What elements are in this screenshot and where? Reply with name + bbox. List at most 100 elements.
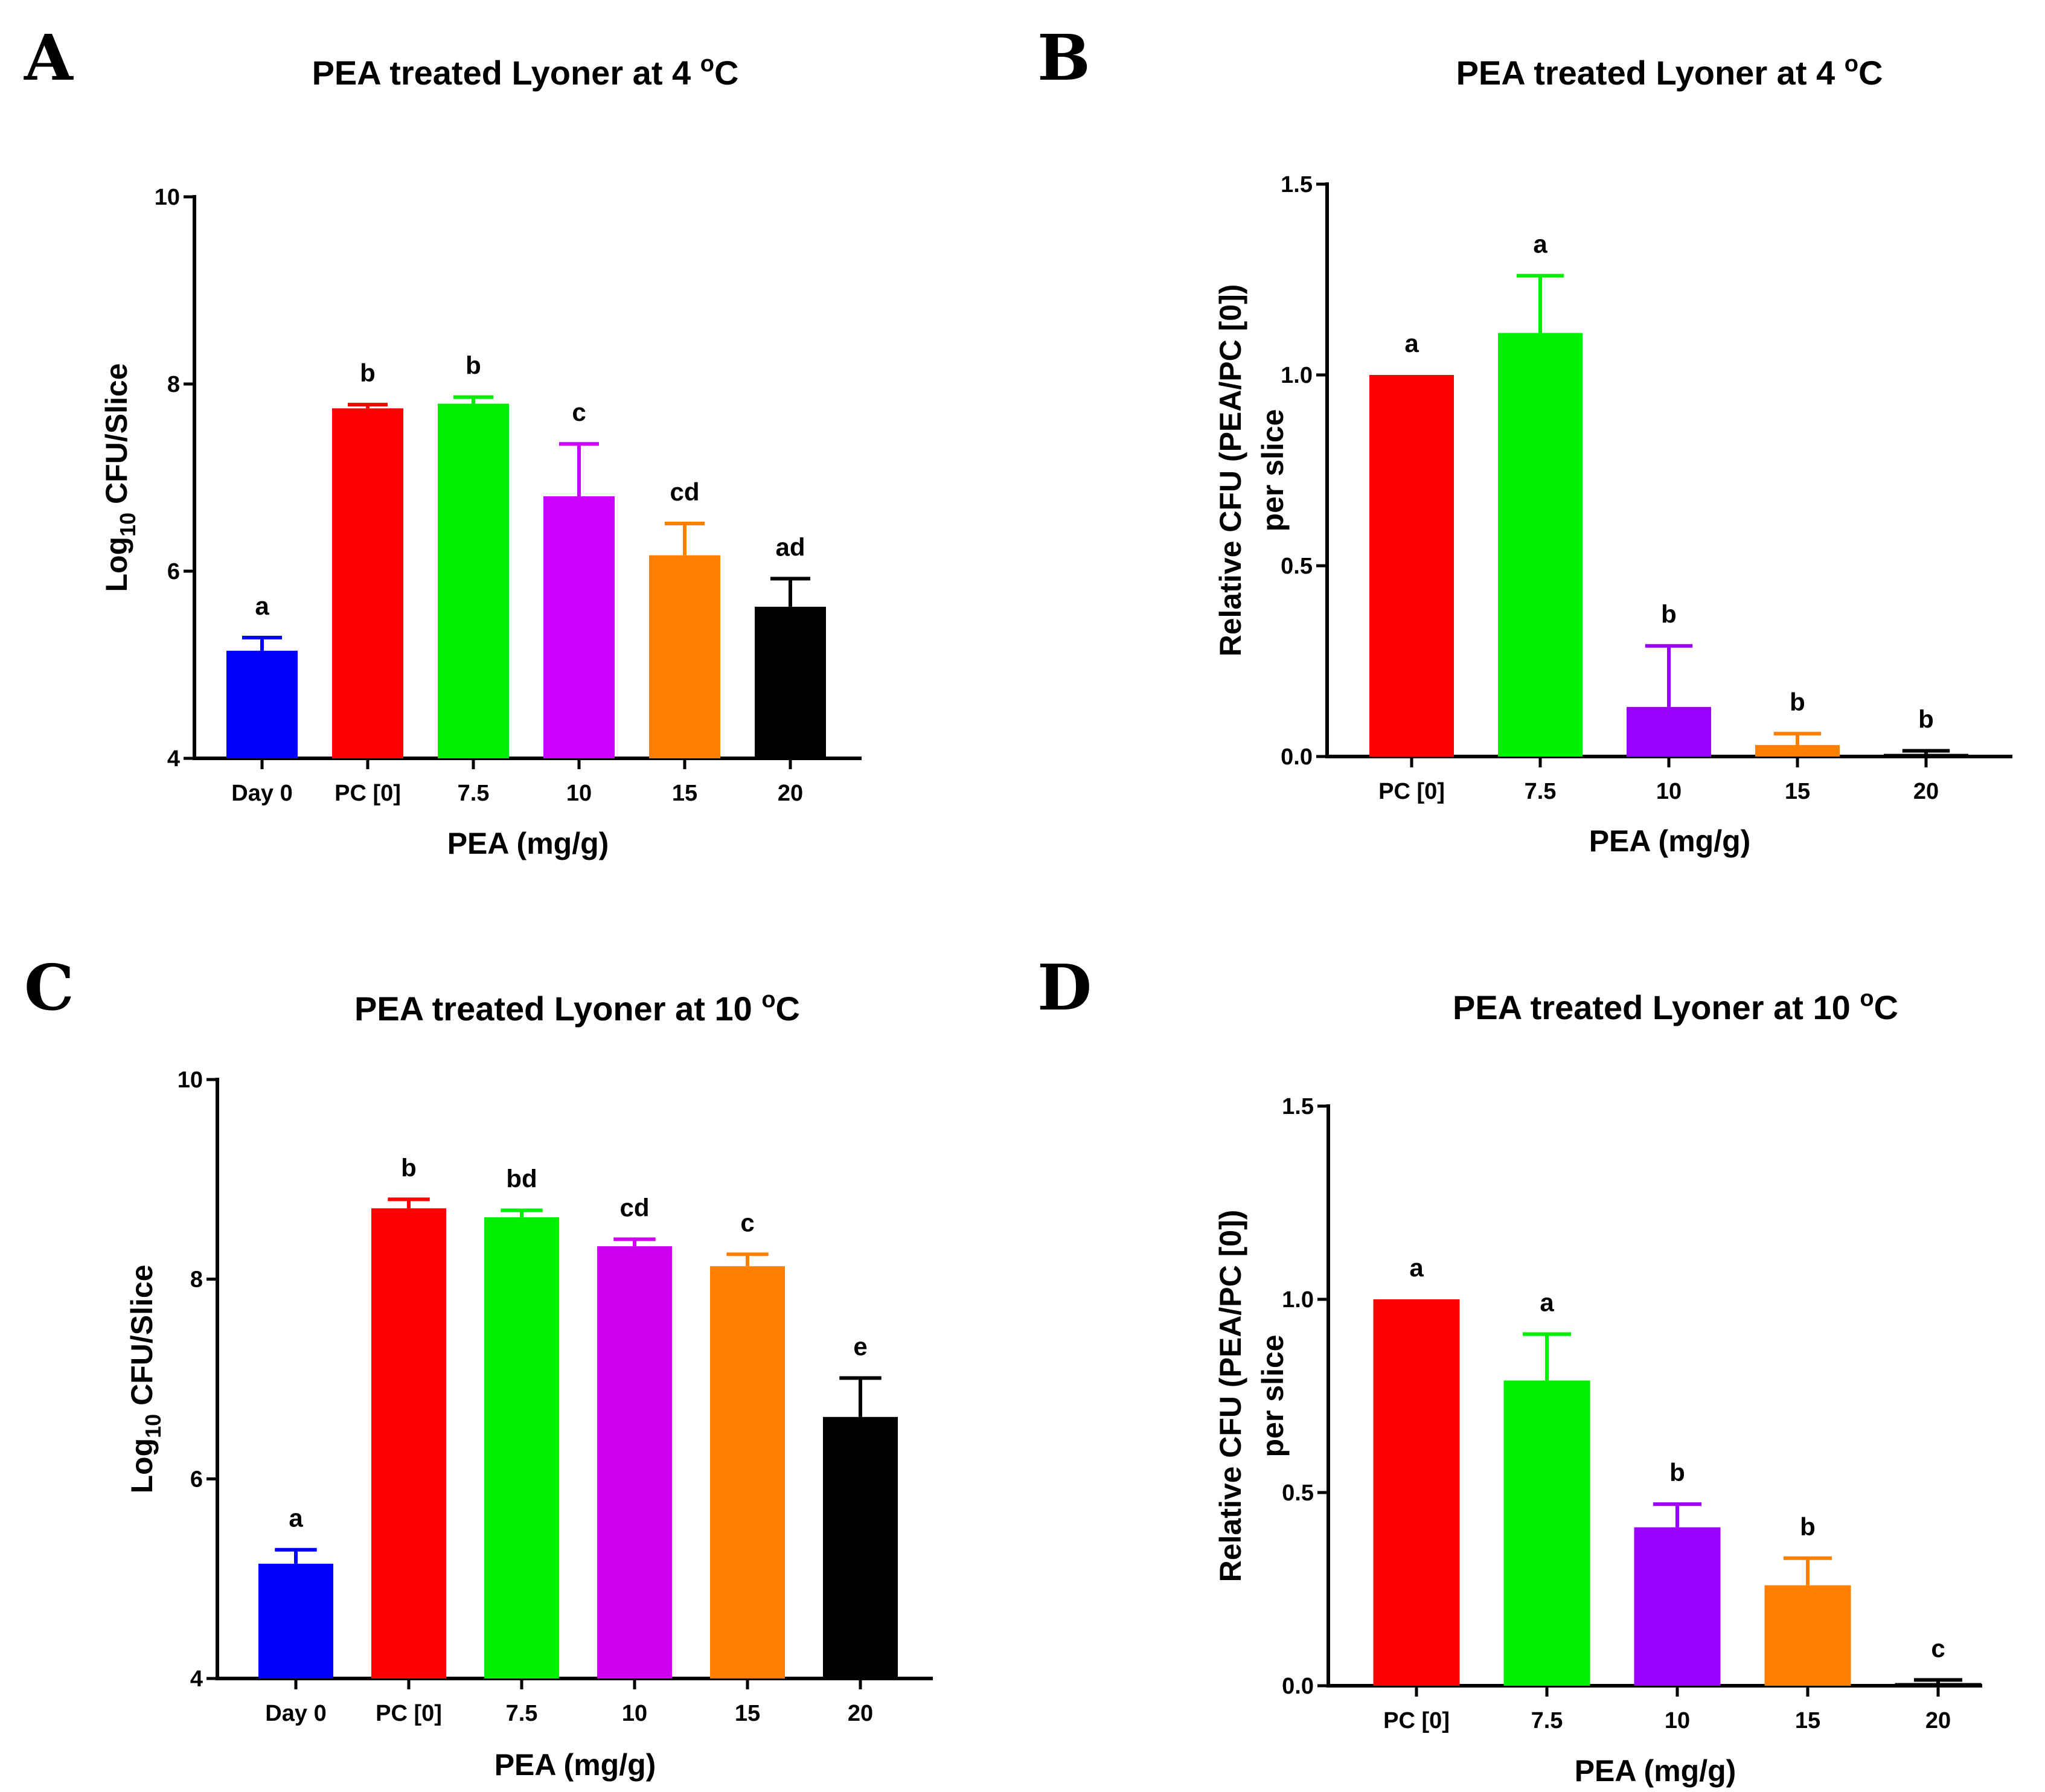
- bar: [484, 1217, 559, 1678]
- bar: [1764, 1585, 1851, 1686]
- significance-label: cd: [670, 478, 699, 506]
- bar-group: 7.5 a: [1503, 1288, 1590, 1733]
- x-tick-label: 7.5: [1525, 779, 1557, 804]
- x-axis-label: PEA (mg/g): [494, 1748, 656, 1782]
- bar: [755, 606, 826, 758]
- y-tick-label: 10: [178, 1067, 203, 1093]
- bar: [1884, 754, 1968, 757]
- title-superscript: o: [1860, 986, 1874, 1011]
- bar: [1627, 706, 1711, 757]
- bar: [371, 1208, 446, 1678]
- y-tick-label: 1.5: [1281, 172, 1313, 197]
- bar-group: 15 b: [1764, 1512, 1851, 1733]
- title-text: PEA treated Lyoner at 4: [1456, 54, 1845, 92]
- title-superscript: o: [761, 987, 775, 1013]
- y-axis-label-subscript: 10: [115, 513, 140, 537]
- x-tick-label: Day 0: [265, 1701, 326, 1726]
- bar: [1503, 1380, 1590, 1686]
- y-axis-label-log: Log: [125, 1438, 159, 1494]
- bar-group: 7.5 a: [1498, 230, 1583, 804]
- y-tick-label: 1.0: [1281, 363, 1313, 388]
- bar: [258, 1563, 333, 1678]
- panel-letter: A: [24, 21, 74, 95]
- bar: [438, 403, 509, 758]
- x-tick-label: 20: [848, 1701, 873, 1726]
- bar: [1895, 1683, 1982, 1686]
- x-tick-label: PC [0]: [1383, 1708, 1450, 1733]
- bar-group: 15 cd: [649, 478, 720, 806]
- y-axis-label-line2: per slice: [1256, 1335, 1290, 1458]
- significance-label: b: [1661, 600, 1677, 629]
- significance-label: a: [1533, 230, 1547, 258]
- bar-group: PC [0] b: [371, 1153, 446, 1726]
- y-tick-label: 10: [155, 185, 180, 210]
- y-axis-label: Log10 CFU/Slice: [100, 363, 140, 592]
- bar: [597, 1246, 672, 1678]
- y-tick-label: 4: [190, 1666, 203, 1692]
- x-tick-label: PC [0]: [376, 1701, 442, 1726]
- y-tick-label: 6: [167, 559, 180, 584]
- significance-label: a: [289, 1504, 303, 1532]
- x-axis-label: PEA (mg/g): [1589, 824, 1751, 858]
- x-tick-label: 7.5: [506, 1701, 538, 1726]
- title-text: PEA treated Lyoner at 4: [312, 54, 700, 92]
- bar-group: PC [0] a: [1369, 329, 1454, 804]
- significance-label: b: [1800, 1512, 1816, 1541]
- x-tick-label: 7.5: [1531, 1708, 1563, 1733]
- y-axis-label: Relative CFU (PEA/PC [0]): [1214, 1210, 1247, 1582]
- x-tick-label: 20: [1925, 1708, 1951, 1733]
- panel-letter: D: [1037, 950, 1092, 1025]
- significance-label: e: [853, 1332, 867, 1360]
- chart-title: PEA treated Lyoner at 10 oC: [1453, 986, 1898, 1026]
- significance-label: bd: [506, 1165, 537, 1193]
- title-superscript: o: [700, 51, 714, 77]
- bar-group: 20 b: [1884, 705, 1968, 804]
- bar: [226, 650, 298, 758]
- bar-group: 20 c: [1895, 1634, 1982, 1733]
- title-unit: C: [1874, 988, 1898, 1026]
- y-tick-label: 4: [167, 746, 180, 772]
- bar: [1755, 745, 1840, 757]
- significance-label: c: [740, 1208, 754, 1237]
- chart-title: PEA treated Lyoner at 10 oC: [354, 987, 800, 1028]
- bar-group: 10 b: [1627, 600, 1711, 804]
- x-axis-label: PEA (mg/g): [1575, 1754, 1736, 1788]
- title-text: PEA treated Lyoner at 10: [354, 990, 761, 1028]
- significance-label: b: [401, 1153, 417, 1182]
- bar: [543, 496, 615, 758]
- x-tick-label: 15: [735, 1701, 760, 1726]
- bar-group: 10 cd: [597, 1194, 672, 1726]
- bar: [649, 555, 720, 758]
- significance-label: b: [1790, 688, 1805, 716]
- significance-label: b: [1918, 705, 1934, 734]
- y-tick-label: 0.0: [1281, 744, 1313, 770]
- title-superscript: o: [1845, 51, 1858, 77]
- significance-label: c: [572, 398, 586, 426]
- bar-group: Day 0 a: [226, 592, 298, 806]
- bar-group: 15 b: [1755, 688, 1840, 804]
- bar-group: 7.5 b: [438, 351, 509, 806]
- x-tick-label: 20: [1913, 779, 1939, 804]
- x-tick-label: 10: [566, 781, 592, 806]
- bar-group: 20 ad: [755, 533, 826, 806]
- y-axis-label: Relative CFU (PEA/PC [0]): [1214, 284, 1247, 657]
- y-axis-label-unit: CFU/Slice: [125, 1265, 159, 1414]
- x-tick-label: 10: [622, 1701, 647, 1726]
- x-tick-label: 15: [1795, 1708, 1820, 1733]
- y-axis-label-subscript: 10: [141, 1414, 165, 1438]
- bar: [1634, 1527, 1721, 1686]
- bar-group: 10 c: [543, 398, 615, 806]
- significance-label: c: [1931, 1634, 1945, 1662]
- panel-letter: B: [1037, 21, 1090, 95]
- bar-group: 7.5 bd: [484, 1165, 559, 1726]
- y-tick-label: 0.5: [1281, 554, 1313, 579]
- y-axis-label-log: Log: [100, 537, 133, 592]
- significance-label: b: [466, 351, 481, 380]
- title-unit: C: [776, 990, 800, 1028]
- bar-group: PC [0] b: [332, 359, 403, 806]
- significance-label: b: [1669, 1458, 1685, 1486]
- x-tick-label: 15: [1785, 779, 1810, 804]
- chart-title: PEA treated Lyoner at 4 oC: [312, 51, 739, 92]
